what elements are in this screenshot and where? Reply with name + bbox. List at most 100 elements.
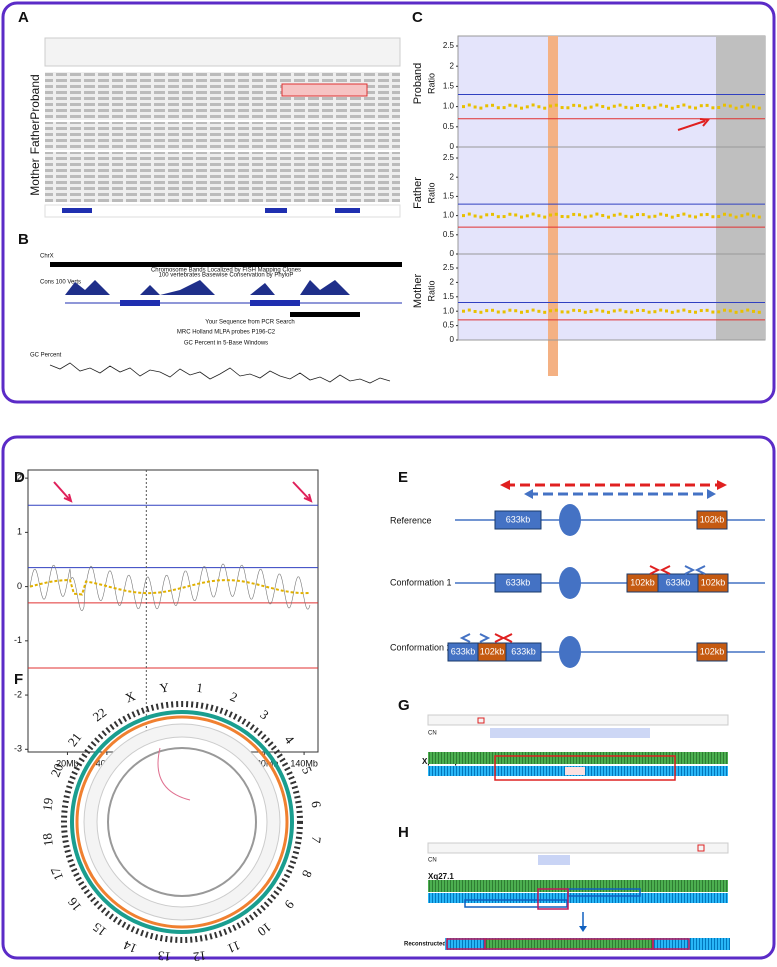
probe-point — [467, 308, 471, 312]
row-label: Reference — [390, 515, 432, 525]
probe-point — [612, 213, 616, 217]
panel-label: C — [412, 9, 423, 26]
probe-point — [595, 103, 599, 107]
chromosome-label: 16 — [64, 894, 84, 914]
chromosome-label: 14 — [121, 938, 139, 957]
probe-point — [496, 215, 500, 219]
row-label: Conformation 2 — [390, 642, 452, 652]
probe-point — [624, 310, 628, 314]
probe-point — [757, 215, 761, 219]
row-label: Conformation 1 — [390, 577, 452, 587]
arrow — [677, 118, 710, 131]
small-arrow — [494, 633, 513, 643]
exon — [62, 208, 92, 213]
probe-point — [723, 212, 726, 216]
probe-point — [549, 104, 552, 108]
probe-point — [659, 212, 663, 216]
probe-point — [502, 106, 506, 110]
segment-label: 102kb — [630, 577, 655, 587]
probe-point — [589, 105, 593, 109]
axis-label: Ratio — [426, 182, 436, 203]
probe-point — [525, 309, 529, 313]
probe-point — [740, 309, 744, 313]
probe-point — [612, 104, 616, 108]
small-arrow — [649, 565, 671, 575]
y-tick-label: 0 — [450, 335, 455, 344]
probe-point — [496, 310, 500, 314]
probe-point — [462, 309, 465, 313]
track-title: 100 vertebrates Basewise Conservation by… — [159, 273, 294, 279]
probe-point — [560, 214, 564, 218]
probe-point — [485, 309, 489, 313]
chromosome-label: 19 — [39, 797, 56, 812]
small-arrow — [459, 633, 491, 643]
ideogram-ring — [61, 701, 303, 943]
reads — [45, 122, 400, 150]
y-tick-label: 0.5 — [443, 321, 455, 330]
chromosome-label: 8 — [299, 868, 315, 880]
segment-box — [696, 510, 728, 530]
probe-point — [514, 104, 518, 108]
probe-point — [734, 310, 738, 314]
track-title: Your Sequence from PCR Search — [205, 320, 295, 326]
probe-point — [543, 310, 547, 314]
segment-box — [696, 642, 728, 662]
frame-top — [1, 1, 776, 404]
probe-point — [688, 310, 692, 314]
segment-box — [505, 642, 542, 662]
probe-point — [694, 106, 697, 110]
probe-point — [740, 105, 744, 109]
probe-point — [630, 215, 634, 219]
sv-box — [537, 888, 569, 910]
panel-label: F — [14, 671, 23, 688]
y-tick-label: 2.5 — [443, 263, 455, 272]
track-label: Father — [28, 120, 42, 155]
probe-point — [554, 103, 558, 107]
track-label: ChrX — [40, 254, 54, 260]
probe-point — [607, 106, 610, 110]
gap — [565, 767, 585, 775]
probe-point — [583, 106, 587, 110]
probe-point — [688, 105, 692, 109]
probe-point — [514, 309, 518, 313]
probe-point — [560, 106, 564, 110]
probe-point — [728, 309, 732, 313]
probe-point — [752, 105, 755, 109]
probe-point — [630, 106, 634, 110]
region-label: Xq27.1 — [428, 872, 454, 881]
probe-point — [746, 212, 750, 216]
probe-point — [520, 310, 523, 314]
probe-point — [531, 103, 535, 107]
probe-point — [746, 103, 750, 107]
read-track — [428, 752, 728, 764]
band — [50, 262, 402, 267]
probe-point — [560, 310, 564, 314]
probe-point — [618, 308, 622, 312]
y-tick-label: 1.0 — [443, 211, 455, 220]
probe-point — [682, 103, 686, 107]
highlight — [548, 36, 558, 376]
probe-point — [601, 214, 605, 218]
y-tick-label: 0 — [17, 581, 22, 591]
y-tick-label: 2 — [17, 473, 22, 483]
segment-box — [494, 573, 542, 593]
segment-label: 633kb — [506, 514, 531, 524]
chromosome-label: 13 — [157, 948, 172, 962]
cn-ring — [70, 710, 294, 934]
panel-label: D — [14, 469, 25, 486]
y-tick-label: 0.5 — [443, 230, 455, 239]
exon — [250, 300, 300, 306]
inner-ring — [107, 747, 257, 897]
cn-segment — [538, 855, 570, 865]
probe-point — [705, 212, 709, 216]
x-tick-label: 120Mb — [251, 758, 279, 768]
probe-point — [734, 215, 738, 219]
probe-point — [694, 310, 697, 314]
panel-label: H — [398, 824, 409, 841]
probe-point — [485, 104, 489, 108]
probe-point — [572, 308, 576, 312]
chromosome-label: 5 — [299, 764, 315, 776]
row-label: Proband — [412, 63, 424, 105]
probe-point — [525, 105, 529, 109]
